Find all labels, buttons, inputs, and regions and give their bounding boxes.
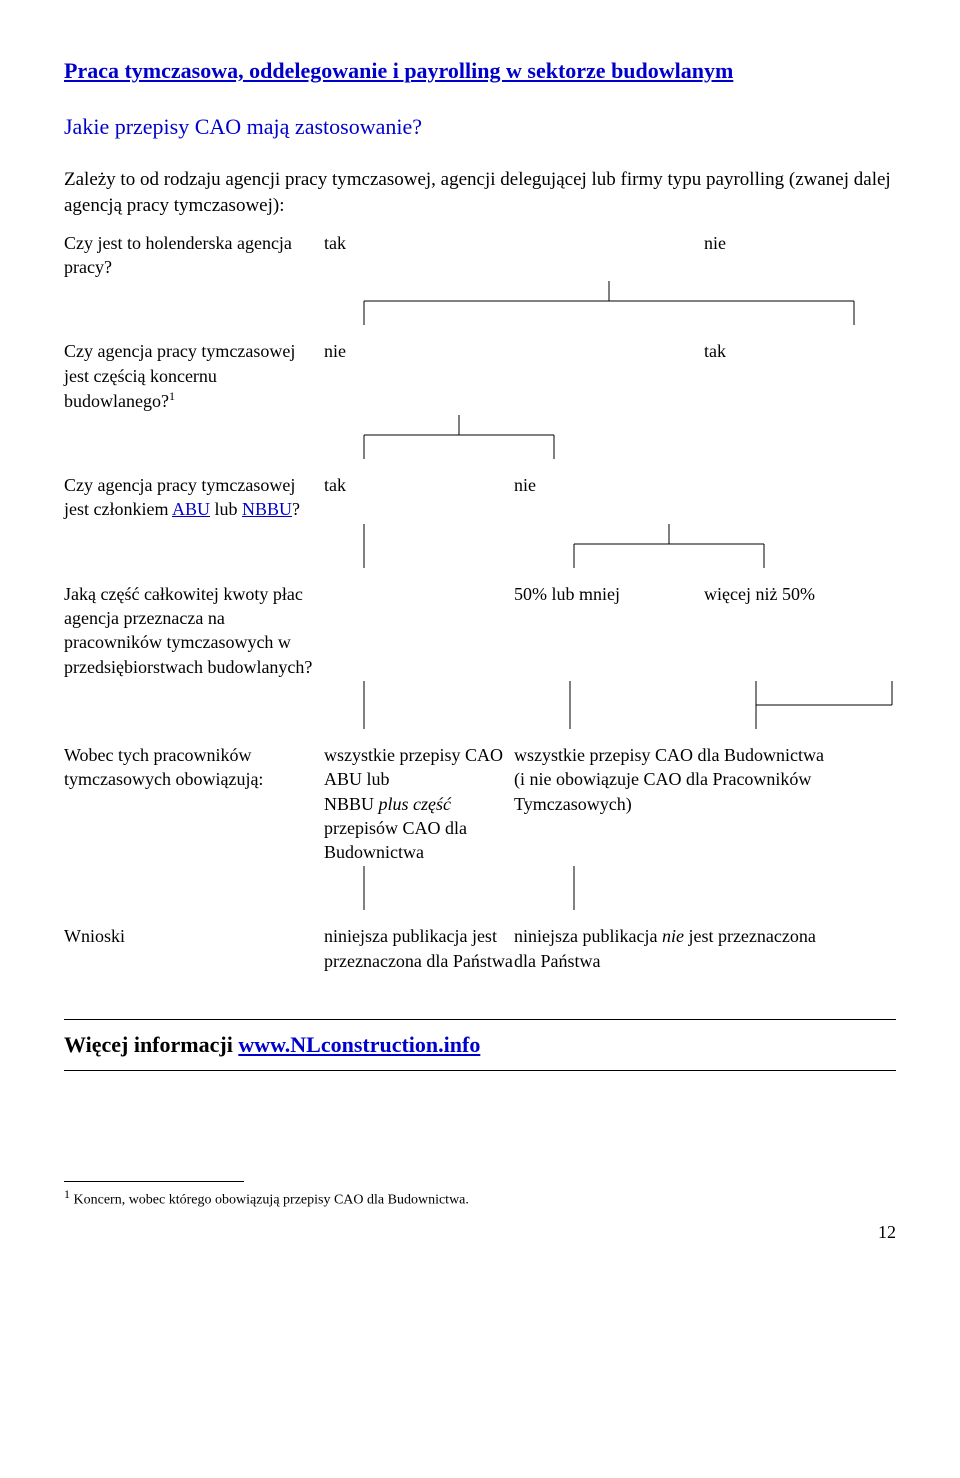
fork-connector-icon bbox=[324, 281, 894, 325]
footnote-divider bbox=[64, 1181, 244, 1182]
q5-connector-row bbox=[64, 866, 896, 910]
more-info-label: Więcej informacji bbox=[64, 1032, 238, 1057]
q2-answer-b: tak bbox=[704, 339, 824, 363]
q6-answer-b: niniejsza publikacja nie jest przeznaczo… bbox=[514, 924, 824, 973]
q5-answer-b: wszystkie przepisy CAO dla Budownictwa (… bbox=[514, 743, 824, 816]
q1-answer-b: nie bbox=[704, 231, 824, 255]
divider bbox=[64, 1070, 896, 1071]
q3-answer-a: tak bbox=[324, 473, 514, 497]
q6-question: Wnioski bbox=[64, 924, 324, 948]
q2-connector-row bbox=[64, 415, 896, 459]
q4-question: Jaką część całkowitej kwoty płac agencja… bbox=[64, 582, 324, 679]
straight-connector-icon bbox=[324, 524, 404, 568]
abu-link[interactable]: ABU bbox=[172, 499, 210, 519]
q1-answer-a: tak bbox=[324, 231, 514, 255]
straight-connector-icon bbox=[324, 681, 404, 729]
right-rail-connector-icon bbox=[696, 681, 896, 729]
straight-connector-icon bbox=[324, 866, 404, 910]
q4-connector-row bbox=[64, 681, 896, 729]
q5-question: Wobec tych pracowników tymczasowych obow… bbox=[64, 743, 324, 792]
q3-question: Czy agencja pracy tymczasowej jest człon… bbox=[64, 473, 324, 522]
q3-row: Czy agencja pracy tymczasowej jest człon… bbox=[64, 473, 896, 522]
q2-answer-a: nie bbox=[324, 339, 514, 363]
q6-row: Wnioski niniejsza publikacja jest przezn… bbox=[64, 924, 896, 973]
fork-connector-icon bbox=[514, 524, 894, 568]
q4-answer-b: więcej niż 50% bbox=[704, 582, 824, 606]
q1-connector-row bbox=[64, 281, 896, 325]
q4-answer-a: 50% lub mniej bbox=[514, 582, 704, 606]
footnote: 1 Koncern, wobec którego obowiązują prze… bbox=[64, 1186, 896, 1211]
more-info-link[interactable]: www.NLconstruction.info bbox=[238, 1032, 480, 1057]
q3-connector-row bbox=[64, 524, 896, 568]
q5-row: Wobec tych pracowników tymczasowych obow… bbox=[64, 743, 896, 864]
q3-answer-b: nie bbox=[514, 473, 704, 497]
q6-answer-a: niniejsza publikacja jest przeznaczona d… bbox=[324, 924, 514, 973]
q4-row: Jaką część całkowitej kwoty płac agencja… bbox=[64, 582, 896, 679]
more-info-section: Więcej informacji www.NLconstruction.inf… bbox=[64, 1019, 896, 1071]
divider bbox=[64, 1019, 896, 1020]
q2-row: Czy agencja pracy tymczasowej jest częśc… bbox=[64, 339, 896, 413]
fork-connector-icon bbox=[324, 415, 704, 459]
page-title: Praca tymczasowa, oddelegowanie i payrol… bbox=[64, 56, 896, 86]
straight-connector-icon bbox=[514, 866, 634, 910]
straight-connector-icon bbox=[510, 681, 630, 729]
page-number: 12 bbox=[64, 1220, 896, 1244]
q2-question: Czy agencja pracy tymczasowej jest częśc… bbox=[64, 339, 324, 413]
q1-row: Czy jest to holenderska agencja pracy? t… bbox=[64, 231, 896, 280]
subtitle: Jakie przepisy CAO mają zastosowanie? bbox=[64, 112, 896, 142]
footnote-ref: 1 bbox=[169, 389, 175, 403]
q1-question: Czy jest to holenderska agencja pracy? bbox=[64, 231, 324, 280]
title-link[interactable]: Praca tymczasowa, oddelegowanie i payrol… bbox=[64, 58, 733, 83]
nbbu-link[interactable]: NBBU bbox=[242, 499, 292, 519]
intro-paragraph: Zależy to od rodzaju agencji pracy tymcz… bbox=[64, 167, 896, 218]
q5-answer-a: wszystkie przepisy CAO ABU lub NBBU plus… bbox=[324, 743, 514, 864]
